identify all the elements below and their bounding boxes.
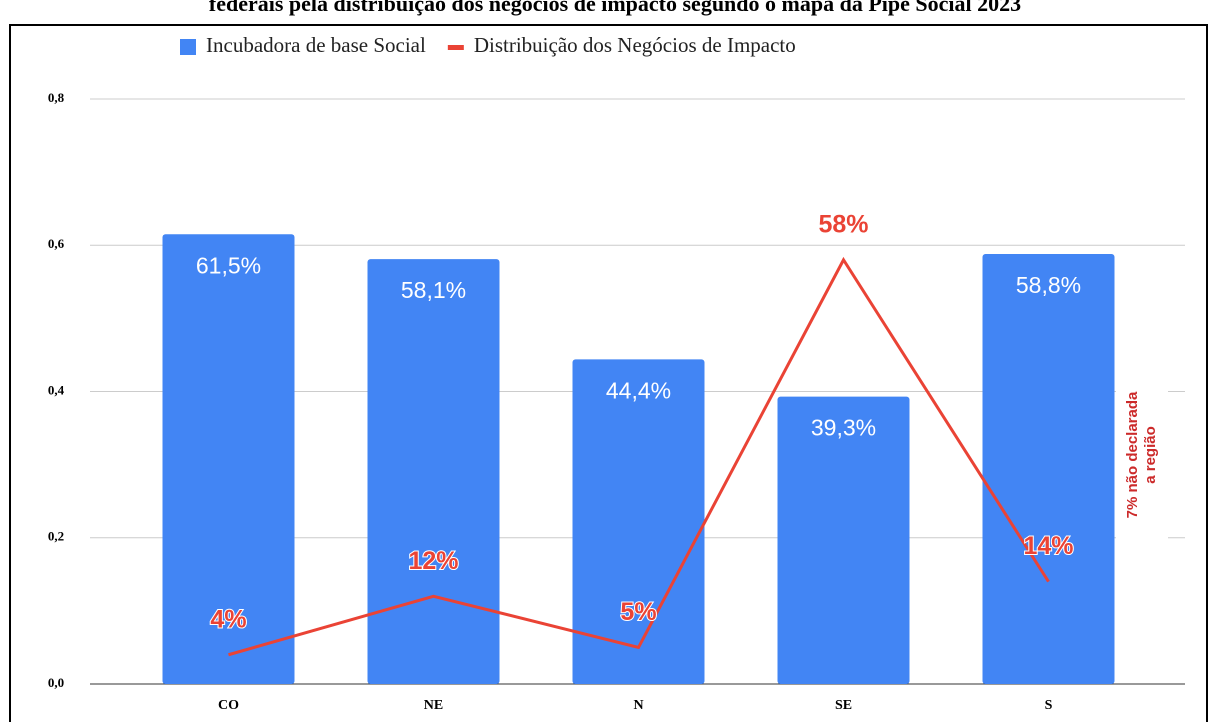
y-tick-label: 0,4: [48, 382, 65, 397]
bar-value-label: 58,8%: [1016, 272, 1081, 298]
line-value-label: 4%: [210, 605, 246, 633]
legend-label: Incubadora de base Social: [206, 33, 426, 57]
bar-value-label: 44,4%: [606, 377, 671, 403]
bar: [367, 259, 500, 684]
legend-swatch: [447, 45, 464, 50]
bar: [572, 359, 705, 684]
line-value-label: 5%: [620, 598, 656, 626]
y-tick-label: 0,0: [48, 675, 64, 690]
bar: [777, 396, 910, 684]
chart-title: federais pela distribuição dos negócios …: [209, 0, 1021, 16]
line-value-label: 58%: [818, 210, 868, 238]
y-tick-label: 0,6: [48, 236, 65, 251]
bar: [162, 234, 295, 684]
y-tick-label: 0,2: [48, 529, 64, 544]
legend-label: Distribuição dos Negócios de Impacto: [474, 33, 796, 57]
y-tick-label: 0,8: [48, 90, 65, 105]
x-tick-label: N: [633, 698, 643, 713]
x-tick-label: S: [1045, 698, 1053, 713]
annotation-line: 7% não declarada: [1124, 391, 1141, 518]
line: [228, 256, 1050, 657]
frame: [9, 24, 1208, 722]
line-value-label: 12%: [408, 547, 458, 575]
x-tick-label: SE: [835, 698, 852, 713]
x-tick-label: NE: [424, 698, 443, 713]
x-tick-label: CO: [218, 698, 239, 713]
bar-value-label: 61,5%: [196, 252, 261, 278]
legend-swatch: [180, 39, 196, 55]
bar: [982, 254, 1115, 684]
bar-value-label: 39,3%: [811, 415, 876, 441]
annotation: 7% não declarada a região: [1124, 391, 1159, 518]
annotation-line: a região: [1142, 426, 1159, 484]
line-value-label: 14%: [1023, 532, 1073, 560]
bar-value-label: 58,1%: [401, 277, 466, 303]
annotation-bg: [1116, 360, 1168, 550]
